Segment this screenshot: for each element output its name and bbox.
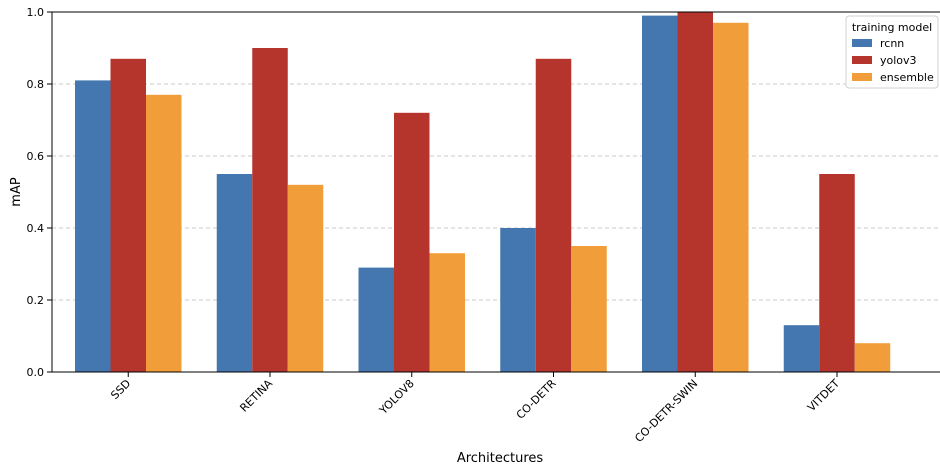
bar-yolov3 — [677, 12, 713, 372]
x-tick-label: RETINA — [237, 377, 275, 415]
x-tick-label: VITDET — [805, 377, 842, 414]
bar-ensemble — [713, 22, 749, 373]
bar-ensemble — [146, 94, 182, 373]
legend-title: training model — [852, 21, 932, 34]
legend-label-rcnn: rcnn — [880, 37, 904, 50]
bar-yolov3 — [819, 174, 855, 372]
x-axis-label: Architectures — [457, 451, 544, 465]
y-axis-ticks: 0.0 0.2 0.4 0.6 0.8 1.0 — [27, 6, 52, 379]
legend-label-ensemble: ensemble — [880, 71, 934, 84]
x-tick-label: CO-DETR — [514, 377, 559, 422]
legend-box — [845, 15, 939, 89]
bar-yolov3 — [110, 58, 146, 373]
y-tick-label: 0.8 — [27, 78, 45, 91]
legend: training model rcnn yolov3 ensemble — [845, 15, 939, 89]
bars — [75, 12, 891, 373]
bar-rcnn — [500, 228, 536, 372]
bar-rcnn — [75, 80, 111, 373]
legend-label-yolov3: yolov3 — [880, 54, 917, 67]
y-tick-label: 1.0 — [27, 6, 45, 19]
y-tick-label: 0.2 — [27, 294, 45, 307]
x-tick-label: SSD — [108, 377, 133, 402]
bar-ensemble — [287, 184, 324, 372]
y-tick-label: 0.6 — [27, 150, 45, 163]
axes — [51, 11, 940, 373]
y-tick-label: 0.0 — [27, 366, 45, 379]
bar-yolov3 — [252, 48, 288, 372]
y-tick-label: 0.4 — [27, 222, 45, 235]
bar-rcnn — [783, 325, 820, 372]
bar-ensemble — [429, 253, 465, 372]
x-axis-ticks: SSD RETINA YOLOV8 CO-DETR CO-DETR-SWIN VITDET — [108, 372, 842, 445]
bar-rcnn — [216, 174, 253, 372]
bar-rcnn — [358, 267, 394, 372]
x-tick-label: YOLOV8 — [376, 377, 417, 418]
x-tick-label: CO-DETR-SWIN — [632, 377, 700, 445]
bar-yolov3 — [535, 58, 572, 373]
bar-yolov3 — [394, 112, 430, 373]
y-axis-label: mAP — [9, 177, 24, 207]
bar-rcnn — [642, 15, 678, 372]
gridlines — [52, 83, 940, 301]
legend-swatch-rcnn — [852, 39, 872, 47]
bar-ensemble — [854, 343, 891, 372]
legend-swatch-yolov3 — [852, 56, 872, 64]
legend-swatch-ensemble — [852, 73, 872, 81]
bar-ensemble — [571, 246, 607, 372]
